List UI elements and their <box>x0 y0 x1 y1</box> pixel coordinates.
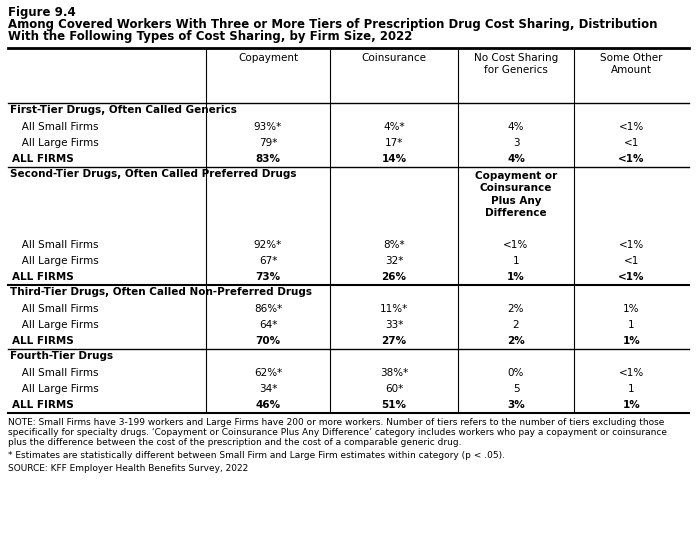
Text: 70%: 70% <box>255 336 281 346</box>
Text: 34*: 34* <box>259 384 277 394</box>
Text: 64*: 64* <box>259 320 277 330</box>
Text: <1%: <1% <box>618 272 645 282</box>
Text: 3: 3 <box>513 138 519 148</box>
Text: * Estimates are statistically different between Small Firm and Large Firm estima: * Estimates are statistically different … <box>8 451 505 460</box>
Text: All Small Firms: All Small Firms <box>12 368 98 378</box>
Text: NOTE: Small Firms have 3-199 workers and Large Firms have 200 or more workers. N: NOTE: Small Firms have 3-199 workers and… <box>8 418 664 427</box>
Text: 27%: 27% <box>381 336 406 346</box>
Text: 11%*: 11%* <box>380 304 408 314</box>
Text: 5: 5 <box>513 384 519 394</box>
Text: Copayment or
Coinsurance
Plus Any
Difference: Copayment or Coinsurance Plus Any Differ… <box>475 171 557 218</box>
Text: 1%: 1% <box>622 400 641 410</box>
Text: <1%: <1% <box>503 240 528 250</box>
Text: 38%*: 38%* <box>380 368 408 378</box>
Text: 2: 2 <box>513 320 519 330</box>
Text: <1%: <1% <box>619 368 644 378</box>
Text: 4%: 4% <box>507 154 525 164</box>
Text: No Cost Sharing
for Generics: No Cost Sharing for Generics <box>474 53 558 75</box>
Text: 93%*: 93%* <box>254 122 282 132</box>
Text: 1%: 1% <box>507 272 525 282</box>
Text: Among Covered Workers With Three or More Tiers of Prescription Drug Cost Sharing: Among Covered Workers With Three or More… <box>8 18 657 31</box>
Text: 0%: 0% <box>508 368 524 378</box>
Text: Coinsurance: Coinsurance <box>362 53 427 63</box>
Text: 1: 1 <box>513 256 519 266</box>
Text: 17*: 17* <box>385 138 403 148</box>
Text: All Small Firms: All Small Firms <box>12 122 98 132</box>
Text: 60*: 60* <box>385 384 403 394</box>
Text: 92%*: 92%* <box>254 240 282 250</box>
Text: Copayment: Copayment <box>238 53 298 63</box>
Text: 3%: 3% <box>507 400 525 410</box>
Text: All Small Firms: All Small Firms <box>12 304 98 314</box>
Text: 62%*: 62%* <box>254 368 282 378</box>
Text: 73%: 73% <box>255 272 281 282</box>
Text: 51%: 51% <box>381 400 406 410</box>
Text: 79*: 79* <box>259 138 277 148</box>
Text: <1: <1 <box>624 256 639 266</box>
Text: 1%: 1% <box>623 304 640 314</box>
Text: ALL FIRMS: ALL FIRMS <box>12 336 74 346</box>
Text: 1: 1 <box>628 320 635 330</box>
Text: 33*: 33* <box>385 320 403 330</box>
Text: <1%: <1% <box>619 240 644 250</box>
Text: 86%*: 86%* <box>254 304 282 314</box>
Text: 4%: 4% <box>507 122 524 132</box>
Text: 26%: 26% <box>381 272 406 282</box>
Text: Second-Tier Drugs, Often Called Preferred Drugs: Second-Tier Drugs, Often Called Preferre… <box>10 169 296 179</box>
Text: 83%: 83% <box>256 154 280 164</box>
Text: 2%: 2% <box>507 304 524 314</box>
Text: 46%: 46% <box>255 400 281 410</box>
Text: ALL FIRMS: ALL FIRMS <box>12 272 74 282</box>
Text: 2%: 2% <box>507 336 525 346</box>
Text: Third-Tier Drugs, Often Called Non-Preferred Drugs: Third-Tier Drugs, Often Called Non-Prefe… <box>10 287 312 297</box>
Text: <1%: <1% <box>618 154 645 164</box>
Text: Figure 9.4: Figure 9.4 <box>8 6 76 19</box>
Text: 8%*: 8%* <box>383 240 405 250</box>
Text: First-Tier Drugs, Often Called Generics: First-Tier Drugs, Often Called Generics <box>10 105 237 115</box>
Text: With the Following Types of Cost Sharing, by Firm Size, 2022: With the Following Types of Cost Sharing… <box>8 30 413 43</box>
Text: All Large Firms: All Large Firms <box>12 138 99 148</box>
Text: Fourth-Tier Drugs: Fourth-Tier Drugs <box>10 351 113 361</box>
Text: ALL FIRMS: ALL FIRMS <box>12 400 74 410</box>
Text: Some Other
Amount: Some Other Amount <box>600 53 663 75</box>
Text: 32*: 32* <box>385 256 403 266</box>
Text: 1%: 1% <box>622 336 641 346</box>
Text: All Large Firms: All Large Firms <box>12 256 99 266</box>
Text: SOURCE: KFF Employer Health Benefits Survey, 2022: SOURCE: KFF Employer Health Benefits Sur… <box>8 464 248 473</box>
Text: 67*: 67* <box>259 256 277 266</box>
Text: plus the difference between the cost of the prescription and the cost of a compa: plus the difference between the cost of … <box>8 438 461 447</box>
Text: <1%: <1% <box>619 122 644 132</box>
Text: specifically for specialty drugs. ‘Copayment or Coinsurance Plus Any Difference’: specifically for specialty drugs. ‘Copay… <box>8 428 667 437</box>
Text: All Large Firms: All Large Firms <box>12 384 99 394</box>
Text: 14%: 14% <box>381 154 406 164</box>
Text: All Large Firms: All Large Firms <box>12 320 99 330</box>
Text: <1: <1 <box>624 138 639 148</box>
Text: All Small Firms: All Small Firms <box>12 240 98 250</box>
Text: 1: 1 <box>628 384 635 394</box>
Text: 4%*: 4%* <box>383 122 405 132</box>
Text: ALL FIRMS: ALL FIRMS <box>12 154 74 164</box>
